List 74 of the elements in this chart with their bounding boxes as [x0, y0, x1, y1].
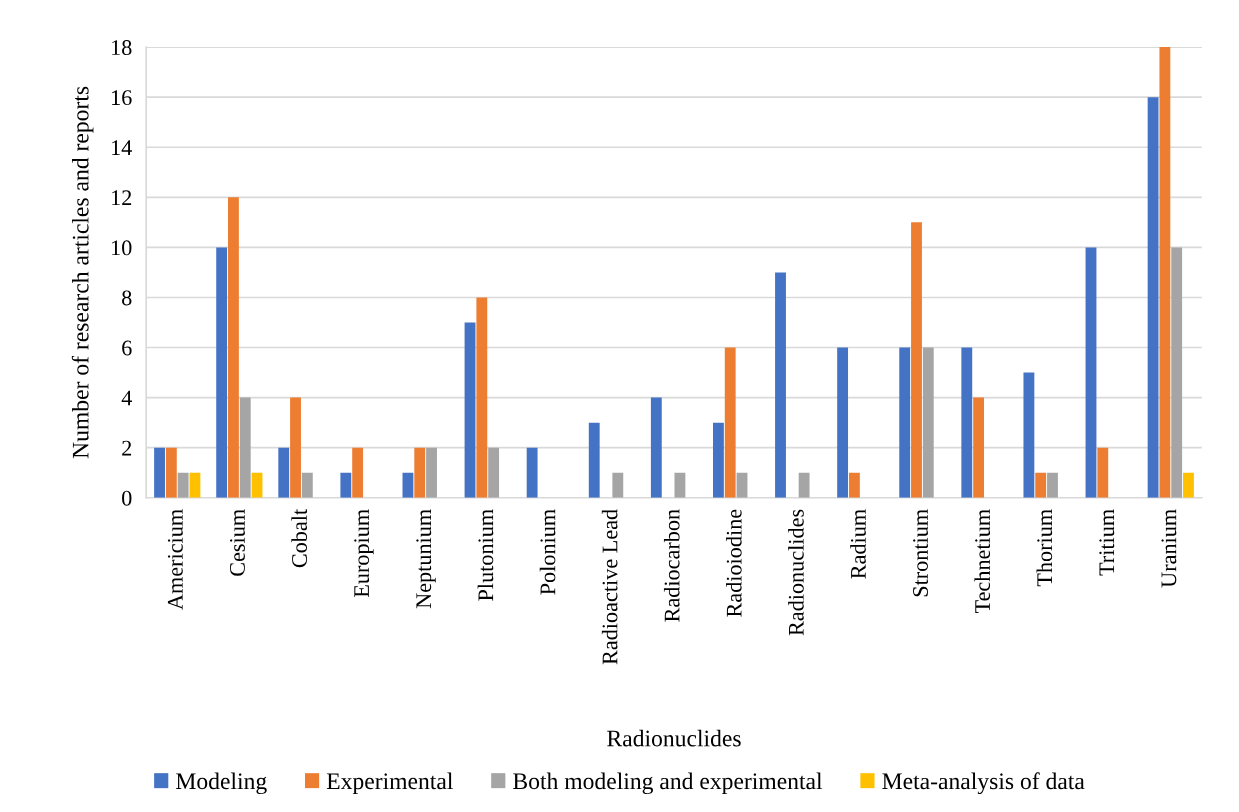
x-tick-label: Americium: [167, 509, 183, 610]
x-tick-label: Europium: [354, 509, 374, 598]
x-tick-label: Uranium: [1161, 509, 1177, 588]
y-tick-label: 14: [112, 140, 132, 155]
bar: [1147, 97, 1159, 498]
bar: [1097, 447, 1109, 498]
x-tick-label: Radium: [850, 509, 866, 579]
bar: [216, 247, 228, 498]
x-tick-label: Polonium: [539, 509, 556, 595]
bar: [674, 472, 686, 498]
y-axis-title: Number of research articles and reports: [71, 86, 94, 459]
bar: [340, 472, 352, 498]
bar: [426, 447, 437, 498]
bar: [239, 397, 251, 498]
bar: [612, 472, 624, 498]
x-tick-label: Cesium: [229, 509, 245, 576]
bar: [1035, 472, 1047, 498]
bar: [1183, 472, 1194, 498]
y-tick-label: 16: [112, 90, 132, 106]
bar: [961, 347, 973, 498]
x-axis-title: Radionuclides: [607, 729, 741, 747]
x-tick-label: Neptunium: [416, 509, 436, 609]
x-tick-label: Strontium: [913, 509, 928, 597]
y-tick-label: 2: [122, 440, 132, 456]
legend-label: Experimental: [326, 772, 453, 794]
bar: [228, 197, 239, 498]
bar: [798, 472, 810, 498]
bar: [899, 347, 911, 498]
y-tick-label: 4: [121, 390, 132, 406]
bar: [712, 422, 724, 498]
bar: [278, 447, 290, 498]
bar: [973, 397, 985, 498]
bar: [476, 297, 488, 498]
bar: [1023, 372, 1035, 498]
bar: [526, 447, 538, 498]
legend-label: Modeling: [176, 772, 267, 795]
x-tick-label: Thorium: [1036, 509, 1053, 587]
bar: [775, 272, 786, 498]
bar: [724, 347, 736, 498]
bar: [1159, 47, 1171, 498]
x-tick-label: Technetium: [974, 509, 991, 614]
x-tick-label: Radioactive Lead: [601, 509, 618, 665]
bar: [1085, 247, 1097, 498]
bar: [352, 447, 364, 498]
x-tick-label: Radioiodine: [726, 509, 742, 617]
y-tick-label: 10: [112, 240, 132, 256]
y-tick-label: 6: [122, 340, 132, 356]
bar: [911, 222, 922, 498]
legend-label: Meta-analysis of data: [882, 772, 1085, 795]
x-tick-label: Tritium: [1099, 509, 1115, 576]
y-tick-label: 12: [112, 190, 132, 206]
bar: [1171, 247, 1183, 498]
bar: [464, 322, 476, 498]
bar: [301, 472, 313, 498]
bar: [488, 447, 500, 498]
y-tick-label: 18: [112, 40, 132, 56]
bar: [290, 397, 301, 498]
bar: [154, 447, 165, 498]
y-tick-label: 8: [122, 290, 132, 306]
bar: [414, 447, 426, 498]
x-tick-label: Cobalt: [291, 509, 307, 568]
y-tick-label: 0: [122, 490, 132, 506]
bar: [922, 347, 934, 498]
legend-label: Both modeling and experimental: [513, 772, 823, 795]
bar: [650, 397, 662, 498]
bar: [1047, 472, 1058, 498]
bar: [588, 422, 600, 498]
bar: [165, 447, 177, 498]
bar: [848, 472, 860, 498]
x-tick-label: Radionuclides: [788, 509, 804, 636]
bar: [177, 472, 189, 498]
x-tick-label: Plutonium: [477, 509, 494, 601]
x-tick-label: Radiocarbon: [663, 509, 680, 622]
bar: [837, 347, 849, 498]
